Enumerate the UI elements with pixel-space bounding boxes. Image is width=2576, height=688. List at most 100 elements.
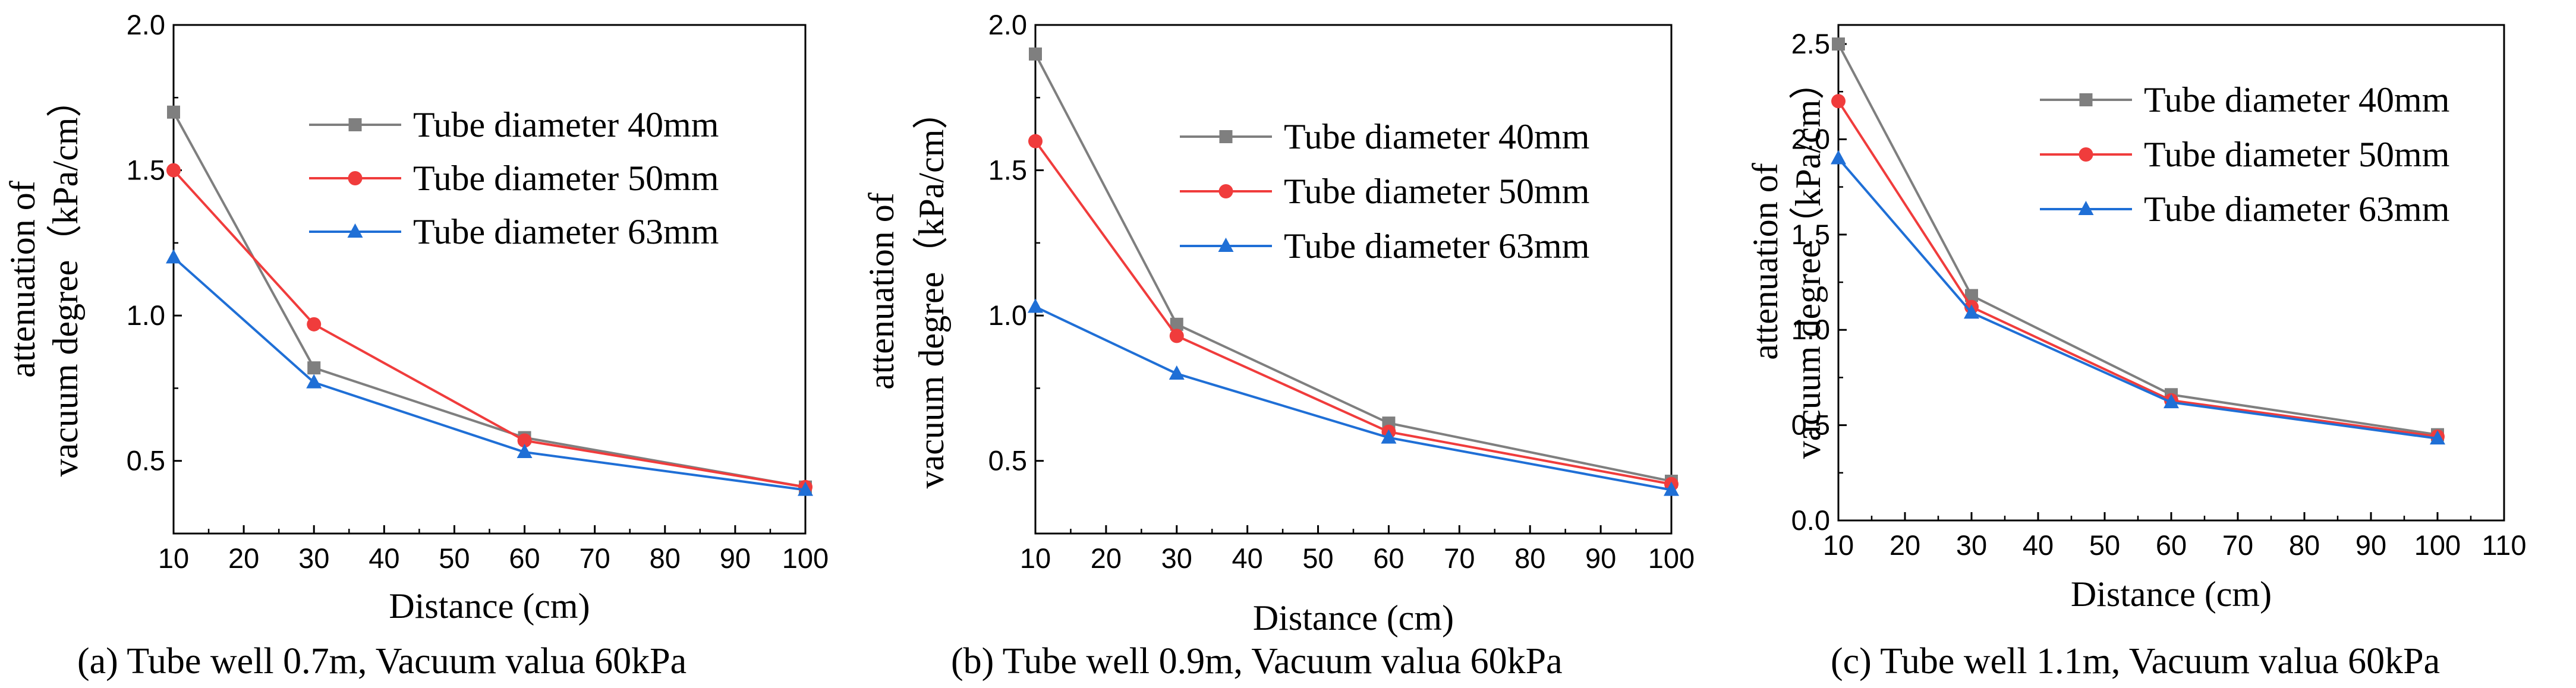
data-point-triangle (1218, 238, 1234, 252)
x-tick-label: 30 (1956, 529, 1987, 561)
series-line (1837, 100, 2438, 438)
x-tick-label: 20 (1890, 529, 1920, 561)
series-line (1837, 43, 2438, 436)
series-triangle (1831, 150, 2445, 445)
legend-label: Tube diameter 63mm (2144, 190, 2449, 229)
data-point-square (1832, 37, 1845, 51)
x-tick-label: 40 (369, 542, 399, 574)
y-tick-label: 2.0 (988, 9, 1027, 40)
legend-label: Tube diameter 63mm (1284, 226, 1589, 266)
legend-label: Tube diameter 40mm (413, 105, 719, 144)
series-triangle (1028, 298, 1679, 496)
legend-label: Tube diameter 40mm (2144, 80, 2449, 119)
legend-item: Tube diameter 40mm (2040, 80, 2449, 119)
data-point-circle (166, 163, 181, 178)
y-axis-label-line2: vacuum degree（kPa/cm） (1788, 64, 1828, 459)
x-axis-label: Distance (cm) (2071, 575, 2272, 614)
plot-frame (1034, 24, 1673, 535)
panel-caption: (a) Tube well 0.7m, Vacuum valua 60kPa (77, 641, 686, 681)
x-tick-label: 40 (2023, 529, 2054, 561)
y-tick-label: 2.5 (1791, 28, 1830, 59)
y-tick-label: 1.0 (1791, 314, 1830, 345)
data-point-triangle (1381, 429, 1397, 444)
data-point-square (1219, 130, 1233, 143)
legend-label: Tube diameter 50mm (1284, 172, 1589, 211)
x-tick-label: 80 (1514, 542, 1545, 574)
data-point-triangle (2430, 430, 2445, 445)
legend-item: Tube diameter 50mm (1180, 172, 1589, 211)
x-tick-label: 80 (650, 542, 681, 574)
data-point-square (1029, 47, 1042, 61)
y-axis-label-line2: vacuum degree（kPa/cm） (46, 82, 85, 477)
data-point-circle (1831, 94, 1846, 109)
data-point-triangle (798, 481, 813, 496)
x-axis-label: Distance (cm) (389, 586, 590, 626)
data-point-square (307, 361, 321, 375)
legend-label: Tube diameter 40mm (1284, 117, 1589, 156)
x-tick-label: 10 (1823, 529, 1854, 561)
series-line (1035, 305, 1672, 491)
y-tick-label: 2.0 (127, 9, 165, 40)
legend-label: Tube diameter 50mm (413, 159, 719, 198)
data-point-circle (307, 317, 322, 332)
y-axis-label-line2: vacuum degree（kPa/cm） (912, 94, 951, 489)
data-point-circle (348, 171, 363, 185)
plot-frame (172, 24, 807, 535)
x-tick-label: 40 (1232, 542, 1263, 574)
data-point-circle (1169, 329, 1184, 343)
y-tick-label: 0.5 (127, 445, 165, 476)
data-point-circle (1028, 134, 1043, 149)
legend-item: Tube diameter 50mm (309, 159, 719, 198)
x-tick-label: 50 (1302, 542, 1333, 574)
data-point-triangle (1831, 150, 1846, 165)
chart-panel-c: 10 20 30 40 50 60 70 80 90 100 110 0.0 0.5 1.0 1.5 2.0 2… (1746, 24, 2526, 681)
data-point-triangle (1964, 304, 1979, 319)
data-point-square (348, 118, 362, 131)
data-point-square (1965, 289, 1978, 302)
legend-item: Tube diameter 63mm (309, 212, 719, 251)
data-point-square (1170, 317, 1183, 331)
y-tick-label: 1.5 (988, 154, 1027, 186)
data-point-circle (517, 433, 532, 448)
x-tick-label: 90 (1585, 542, 1616, 574)
x-axis-label: Distance (cm) (1253, 598, 1454, 637)
data-point-triangle (2078, 201, 2094, 215)
data-point-triangle (1664, 481, 1679, 496)
data-point-square (167, 105, 180, 119)
data-point-triangle (166, 249, 181, 264)
series-line (172, 169, 806, 488)
data-point-triangle (347, 223, 363, 238)
data-point-triangle (2164, 394, 2179, 409)
series-line (1034, 53, 1672, 482)
chart-panel-a: 10 20 30 40 50 60 70 80 90 100 0.5 1.0 1.5 2.0 Distanc… (3, 9, 829, 681)
data-point-triangle (306, 374, 322, 389)
legend-label: Tube diameter 50mm (2144, 135, 2449, 174)
x-tick-label: 20 (1091, 542, 1122, 574)
x-tick-label: 10 (158, 542, 189, 574)
data-point-triangle (1028, 298, 1043, 313)
legend-item: Tube diameter 63mm (1180, 226, 1589, 266)
data-point-circle (1218, 184, 1233, 198)
x-tick-label: 60 (1373, 542, 1404, 574)
y-tick-label: 1.0 (127, 299, 165, 331)
x-tick-label: 90 (2355, 529, 2386, 561)
data-point-triangle (1169, 365, 1185, 380)
y-tick-label: 0.5 (1791, 409, 1830, 441)
x-tick-label: 10 (1020, 542, 1051, 574)
y-tick-label: 2.0 (1791, 123, 1830, 154)
series-triangle (166, 249, 813, 496)
x-tick-label: 30 (298, 542, 329, 574)
legend-item: Tube diameter 50mm (2040, 135, 2449, 174)
legend-label: Tube diameter 63mm (413, 212, 719, 251)
series-line (1034, 140, 1672, 485)
y-axis-label-line1: attenuation of (3, 181, 42, 378)
y-tick-label: 1.5 (127, 154, 165, 186)
y-axis-label-line1: attenuation of (1746, 163, 1785, 360)
x-tick-label: 100 (2414, 529, 2461, 561)
legend-item: Tube diameter 63mm (2040, 190, 2449, 229)
x-tick-label: 100 (782, 542, 829, 574)
y-tick-label: 0.5 (988, 445, 1027, 476)
series-circle (166, 163, 813, 494)
x-tick-label: 60 (509, 542, 540, 574)
